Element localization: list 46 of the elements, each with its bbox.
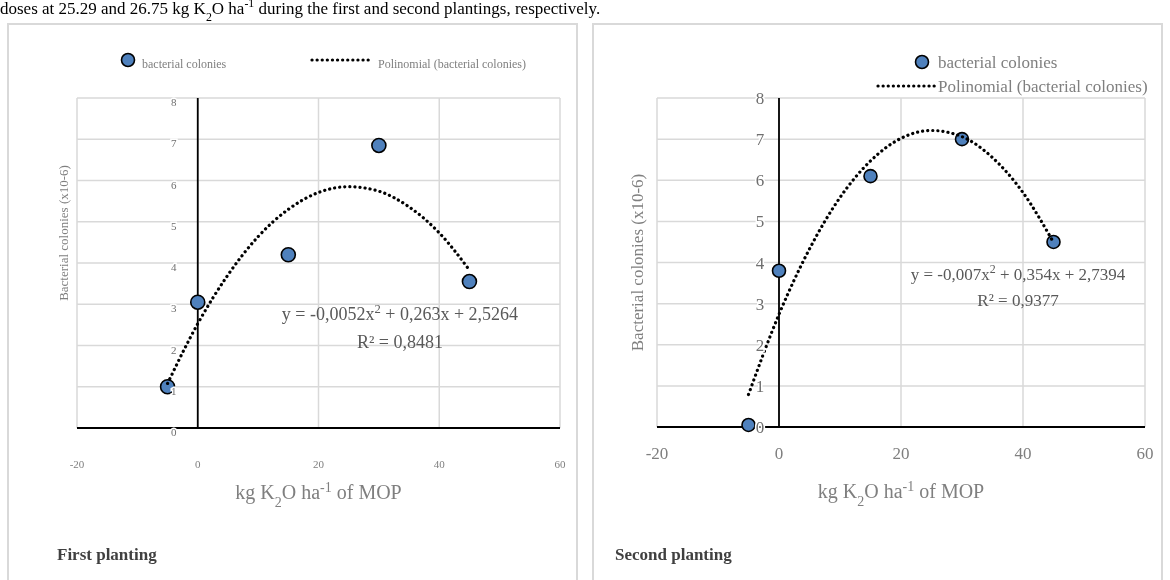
annotation: R² = 0,9377 (977, 291, 1060, 310)
y-tick-label: 7 (755, 130, 765, 150)
annotation: y = -0,0052x$^{2}$ + 0,263x + 2,5264 (281, 302, 519, 324)
x-tick-label: 20 (892, 444, 910, 463)
y-tick-label: 3 (755, 294, 765, 314)
y-tick-label: 5 (171, 219, 177, 232)
y-axis-title: Bacterial colonies (x10-6) (628, 173, 647, 352)
annotation: R² = 0,8481 (356, 332, 444, 352)
y-tick-label: 4 (755, 253, 765, 273)
text: First planting (57, 545, 158, 564)
legend-label: Polinomial (bacterial colonies) (378, 57, 526, 71)
text: doses at 25.29 and 26.75 kg K$_{2}$O ha$^{-1}$ during the first and second plantings, respectively. (0, 0, 601, 24)
legend-label: Polinomial (bacterial colonies) (938, 77, 1148, 96)
y-tick-label: 1 (755, 376, 765, 396)
x-tick-label: 40 (433, 458, 446, 470)
y-axis-title: Bacterial colonies (x10-6) (56, 165, 71, 301)
y-tick-label: 0 (171, 426, 177, 438)
x-tick-label: -20 (69, 458, 85, 470)
y-tick-label: 1 (171, 384, 177, 397)
y-tick-label: 3 (171, 302, 177, 315)
y-tick-label: 4 (171, 261, 177, 273)
point (741, 417, 756, 433)
x-tick-label: 0 (195, 458, 201, 470)
point (1046, 234, 1061, 250)
annotation: y = -0,007x$^{2}$ + 0,354x + 2,7394 (910, 262, 1126, 284)
text: Second planting (615, 545, 733, 564)
legend-label: bacterial colonies (142, 57, 227, 71)
y-tick-label: 6 (755, 171, 765, 191)
x-tick-label: 60 (554, 458, 566, 470)
x-axis-title: kg K$_{2}$O ha$^{-1}$ of MOP (235, 479, 402, 510)
y-tick-label: 6 (171, 178, 177, 191)
point (863, 168, 878, 184)
y-tick-label: 2 (755, 335, 765, 355)
point (771, 263, 787, 279)
y-tick-label: 8 (171, 96, 177, 108)
x-tick-label: 0 (774, 444, 784, 463)
y-tick-label: 8 (755, 89, 765, 108)
x-tick-label: 40 (1014, 444, 1032, 463)
legend-label: bacterial colonies (938, 53, 1058, 72)
y-tick-label: 7 (171, 137, 177, 150)
x-axis-title: kg K$_{2}$O ha$^{-1}$ of MOP (817, 478, 985, 509)
y-tick-label: 5 (755, 212, 765, 232)
x-tick-label: 60 (1136, 444, 1154, 463)
x-tick-label: 20 (313, 458, 325, 470)
x-tick-label: -20 (645, 444, 669, 463)
y-tick-label: 2 (171, 343, 177, 356)
